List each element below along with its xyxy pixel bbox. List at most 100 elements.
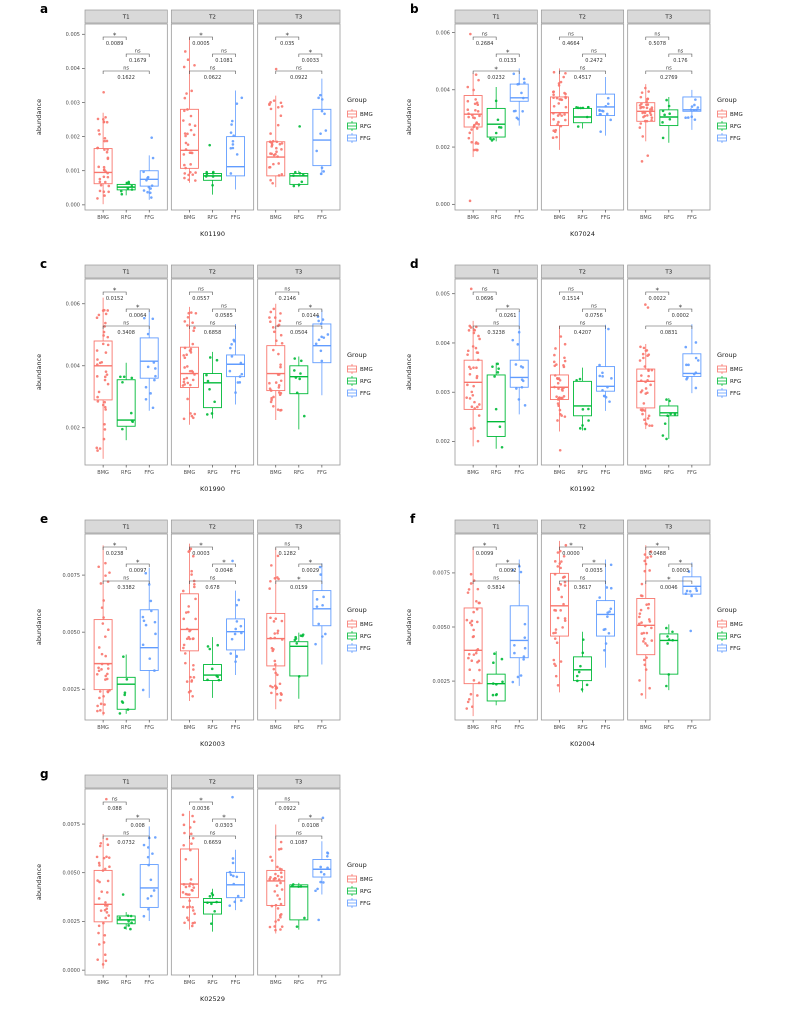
points-T1-BMG [95, 308, 110, 452]
svg-text:T1: T1 [122, 780, 130, 786]
sig-bracket-T1-0: *0.0099 [472, 542, 497, 557]
facet-strip-T1: T1 [454, 264, 538, 279]
svg-text:0.5078: 0.5078 [649, 41, 667, 47]
svg-text:T3: T3 [294, 270, 302, 276]
x-tick-label: FFG [601, 215, 611, 221]
svg-text:*: * [222, 559, 226, 567]
points-T2-FFG [598, 327, 613, 403]
svg-text:T2: T2 [578, 270, 586, 276]
points-T3-FFG [314, 565, 327, 646]
svg-text:T3: T3 [664, 525, 672, 531]
legend-label: FFG [360, 646, 371, 652]
x-tick-label: RFG [121, 470, 131, 476]
points-T2-FFG [229, 96, 244, 175]
points-T1-RFG [489, 99, 503, 142]
x-tick-label: RFG [121, 980, 131, 986]
svg-text:0.2684: 0.2684 [476, 41, 494, 47]
y-tick-label: 0.005 [66, 32, 80, 38]
svg-text:*: * [199, 542, 203, 550]
legend-key-FFG: FFG [717, 388, 741, 398]
svg-text:0.0696: 0.0696 [476, 296, 494, 302]
legend-key-RFG: RFG [347, 376, 371, 386]
svg-text:0.5814: 0.5814 [487, 585, 505, 591]
boxplot-T2-FFG [596, 324, 616, 411]
svg-text:*: * [506, 49, 510, 57]
sig-bracket-T2-1: ns 0.2472 [582, 49, 606, 64]
facet-strip-T3: T3 [627, 9, 711, 24]
x-tick-label: FFG [317, 215, 327, 221]
svg-text:ns: ns [580, 66, 586, 72]
sig-bracket-T2-1: *0.0303 [212, 814, 236, 829]
boxplot-T2-FFG [226, 323, 246, 405]
sig-bracket-T2-2: ns 0.678 [189, 576, 236, 591]
svg-text:ns: ns [210, 66, 216, 72]
legend-label: BMG [360, 622, 373, 628]
points-T1-BMG [95, 561, 111, 715]
sig-bracket-T2-0: *0.0036 [189, 797, 213, 812]
svg-text:T2: T2 [208, 15, 216, 21]
sig-bracket-T2-1: *0.0035 [582, 559, 606, 574]
points-T1-FFG [142, 136, 155, 199]
sig-bracket-T1-0: ns 0.0696 [472, 287, 497, 302]
boxplot-T3-FFG [312, 78, 332, 175]
sig-bracket-T1-0: *0.0089 [102, 32, 127, 47]
boxplot-T2-RFG [203, 637, 222, 698]
boxplot-T2-FFG [596, 76, 616, 136]
svg-text:0.0831: 0.0831 [660, 330, 678, 336]
sig-bracket-T3-2: ns 0.2769 [645, 66, 693, 81]
y-tick-label: 0.004 [436, 88, 450, 94]
svg-text:ns: ns [123, 576, 129, 582]
boxplot-T1-RFG [486, 362, 506, 449]
svg-text:0.3617: 0.3617 [574, 585, 592, 591]
x-tick-label: FFG [317, 470, 327, 476]
legend-key-BMG: BMG [347, 109, 373, 119]
svg-text:*: * [309, 304, 313, 312]
facet-strip-T2: T2 [540, 519, 625, 534]
x-tick-label: BMG [97, 215, 109, 221]
legend: Group BMG RFG FFG [347, 351, 373, 398]
legend-label: FFG [360, 136, 371, 142]
y-axis-title: abundance [405, 99, 413, 135]
sig-bracket-T2-0: ns 0.1514 [559, 287, 583, 302]
svg-text:0.0002: 0.0002 [672, 313, 690, 319]
sig-bracket-T3-2: ns 0.0831 [645, 321, 693, 336]
y-tick-label: 0.005 [436, 292, 450, 298]
x-tick-label: FFG [144, 470, 154, 476]
x-tick-label: RFG [491, 470, 501, 476]
sig-bracket-T1-2: ns 0.3408 [102, 321, 150, 336]
svg-text:ns: ns [677, 49, 683, 55]
x-tick-label: RFG [577, 215, 587, 221]
legend-label: BMG [360, 367, 373, 373]
svg-text:0.3408: 0.3408 [117, 330, 134, 336]
x-tick-label: RFG [664, 215, 674, 221]
points-T2-BMG [552, 543, 568, 687]
points-T2-RFG [575, 638, 589, 691]
legend-key-RFG: RFG [717, 376, 741, 386]
points-T3-BMG [268, 307, 284, 412]
y-tick-label: 0.0025 [63, 687, 81, 693]
svg-text:0.0035: 0.0035 [585, 568, 603, 574]
x-tick-label: FFG [601, 725, 611, 731]
y-tick-label: 0.006 [436, 30, 450, 36]
y-tick-label: 0.0025 [63, 919, 81, 925]
boxplot-T3-FFG [682, 324, 702, 394]
y-axis-title: abundance [35, 864, 43, 900]
x-tick-label: BMG [184, 470, 196, 476]
legend-key-BMG: BMG [717, 364, 743, 374]
points-T1-FFG [143, 316, 157, 410]
sig-bracket-T3-0: *0.0022 [645, 287, 670, 302]
svg-text:ns: ns [591, 304, 597, 310]
legend-key-RFG: RFG [347, 121, 371, 131]
sig-bracket-T2-0: *0.0003 [189, 542, 213, 557]
x-tick-label: BMG [640, 725, 652, 731]
sig-bracket-T2-2: ns 0.6659 [189, 831, 236, 846]
svg-text:*: * [113, 32, 117, 40]
svg-text:0.0033: 0.0033 [302, 58, 320, 64]
svg-text:0.0097: 0.0097 [129, 568, 147, 574]
legend-key-FFG: FFG [347, 643, 371, 653]
sig-bracket-T3-1: *0.0002 [668, 304, 693, 319]
svg-text:0.1087: 0.1087 [290, 840, 308, 846]
x-tick-label: FFG [317, 980, 327, 986]
sig-bracket-T3-2: ns 0.0504 [275, 321, 323, 336]
legend-key-BMG: BMG [347, 619, 373, 629]
